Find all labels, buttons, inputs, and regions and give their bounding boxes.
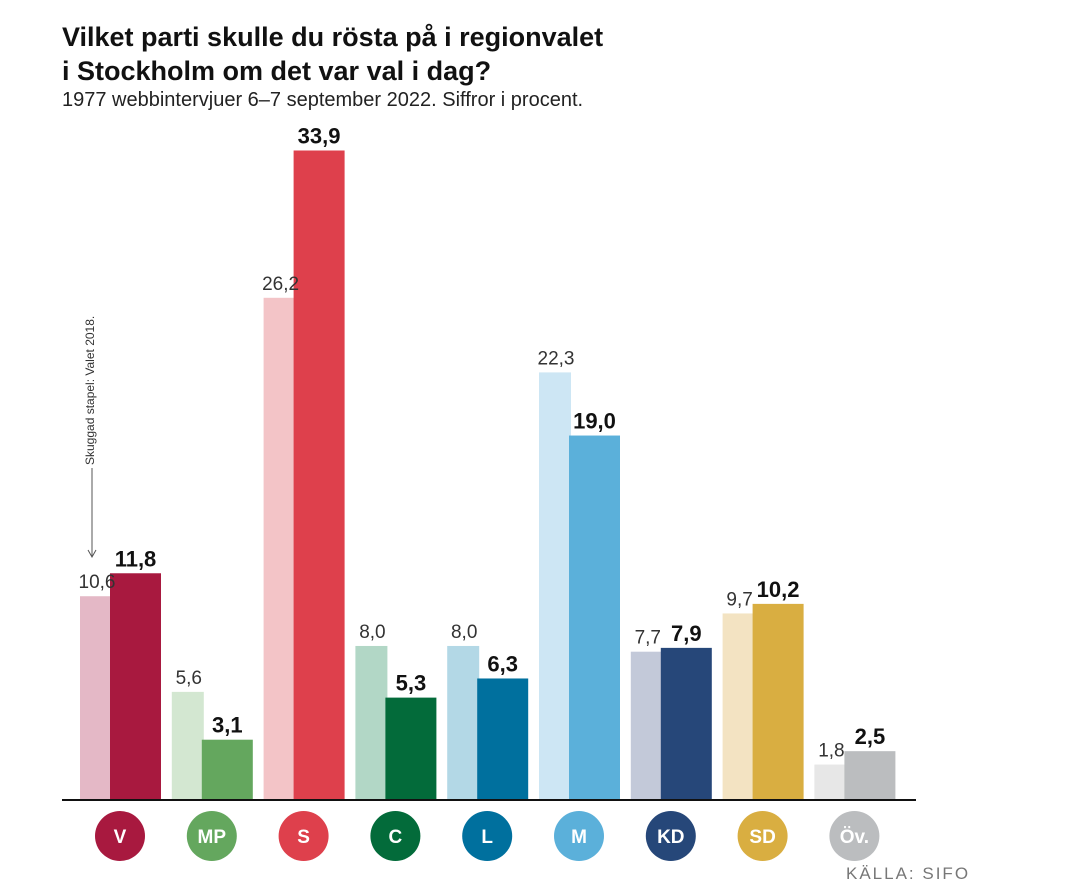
value-label-2018-v: 1,8 [818, 741, 844, 762]
bar-2018-l [447, 645, 480, 799]
party-badge-l [462, 811, 513, 861]
value-label-today-m: 19,0 [573, 409, 616, 434]
bar-today-s [293, 150, 345, 800]
party-label-v: Öv. [840, 827, 869, 848]
party-label-c: C [389, 827, 403, 848]
chart-subtitle: 1977 webbintervjuer 6–7 september 2022. … [62, 89, 584, 111]
bar-today-sd [752, 603, 804, 799]
party-label-kd: KD [657, 827, 684, 848]
party-badge-c [370, 811, 421, 861]
bar-today-l [477, 678, 529, 799]
value-label-2018-kd: 7,7 [635, 628, 661, 649]
value-label-2018-mp: 5,6 [176, 668, 202, 689]
party-label-s: S [297, 827, 310, 848]
bar-2018-v [80, 596, 112, 799]
party-badge-kd [645, 811, 696, 861]
chart-title-line1: Vilket parti skulle du rösta på i region… [62, 22, 604, 52]
value-label-2018-l: 8,0 [451, 622, 477, 643]
value-label-2018-s: 26,2 [262, 274, 299, 295]
party-badge-s [278, 811, 329, 861]
value-label-today-v: 2,5 [855, 724, 886, 749]
chart-title: Vilket parti skulle du rösta på i region… [62, 20, 762, 88]
bar-today-c [385, 697, 437, 799]
party-badge-v [829, 811, 880, 861]
bar-today-mp [201, 739, 253, 799]
bar-2018-v [814, 764, 847, 799]
value-label-2018-sd: 9,7 [726, 589, 752, 610]
value-label-today-sd: 10,2 [757, 577, 800, 602]
bar-2018-sd [722, 613, 755, 799]
value-label-today-v: 11,8 [115, 546, 157, 571]
value-label-today-l: 6,3 [487, 651, 518, 676]
party-label-v: V [114, 827, 127, 848]
chart-title-line2: i Stockholm om det var val i dag? [62, 56, 492, 86]
value-label-2018-v: 10,6 [79, 572, 116, 593]
bar-2018-s [263, 297, 296, 799]
bar-today-v [844, 751, 896, 799]
value-label-today-kd: 7,9 [671, 621, 702, 646]
party-label-sd: SD [749, 827, 775, 848]
bar-2018-mp [171, 691, 204, 799]
party-label-l: L [481, 827, 493, 848]
bar-today-m [569, 435, 620, 799]
bar-2018-m [539, 372, 571, 799]
value-label-today-s: 33,9 [298, 123, 341, 148]
party-badge-v [95, 811, 145, 861]
value-label-today-c: 5,3 [396, 671, 427, 696]
value-label-2018-m: 22,3 [538, 348, 575, 369]
bar-2018-kd [630, 651, 663, 799]
party-badge-m [554, 811, 604, 861]
note-arrow [87, 468, 97, 559]
party-label-m: M [571, 827, 587, 848]
party-badge-sd [737, 811, 788, 861]
party-label-mp: MP [198, 827, 227, 848]
party-badge-mp [186, 811, 237, 861]
bar-today-v [110, 573, 161, 799]
value-label-today-mp: 3,1 [212, 713, 243, 738]
bar-today-kd [660, 647, 712, 799]
value-label-2018-c: 8,0 [359, 622, 385, 643]
bar-2018-c [355, 645, 388, 799]
source-credit: KÄLLA: SIFO [846, 864, 971, 883]
